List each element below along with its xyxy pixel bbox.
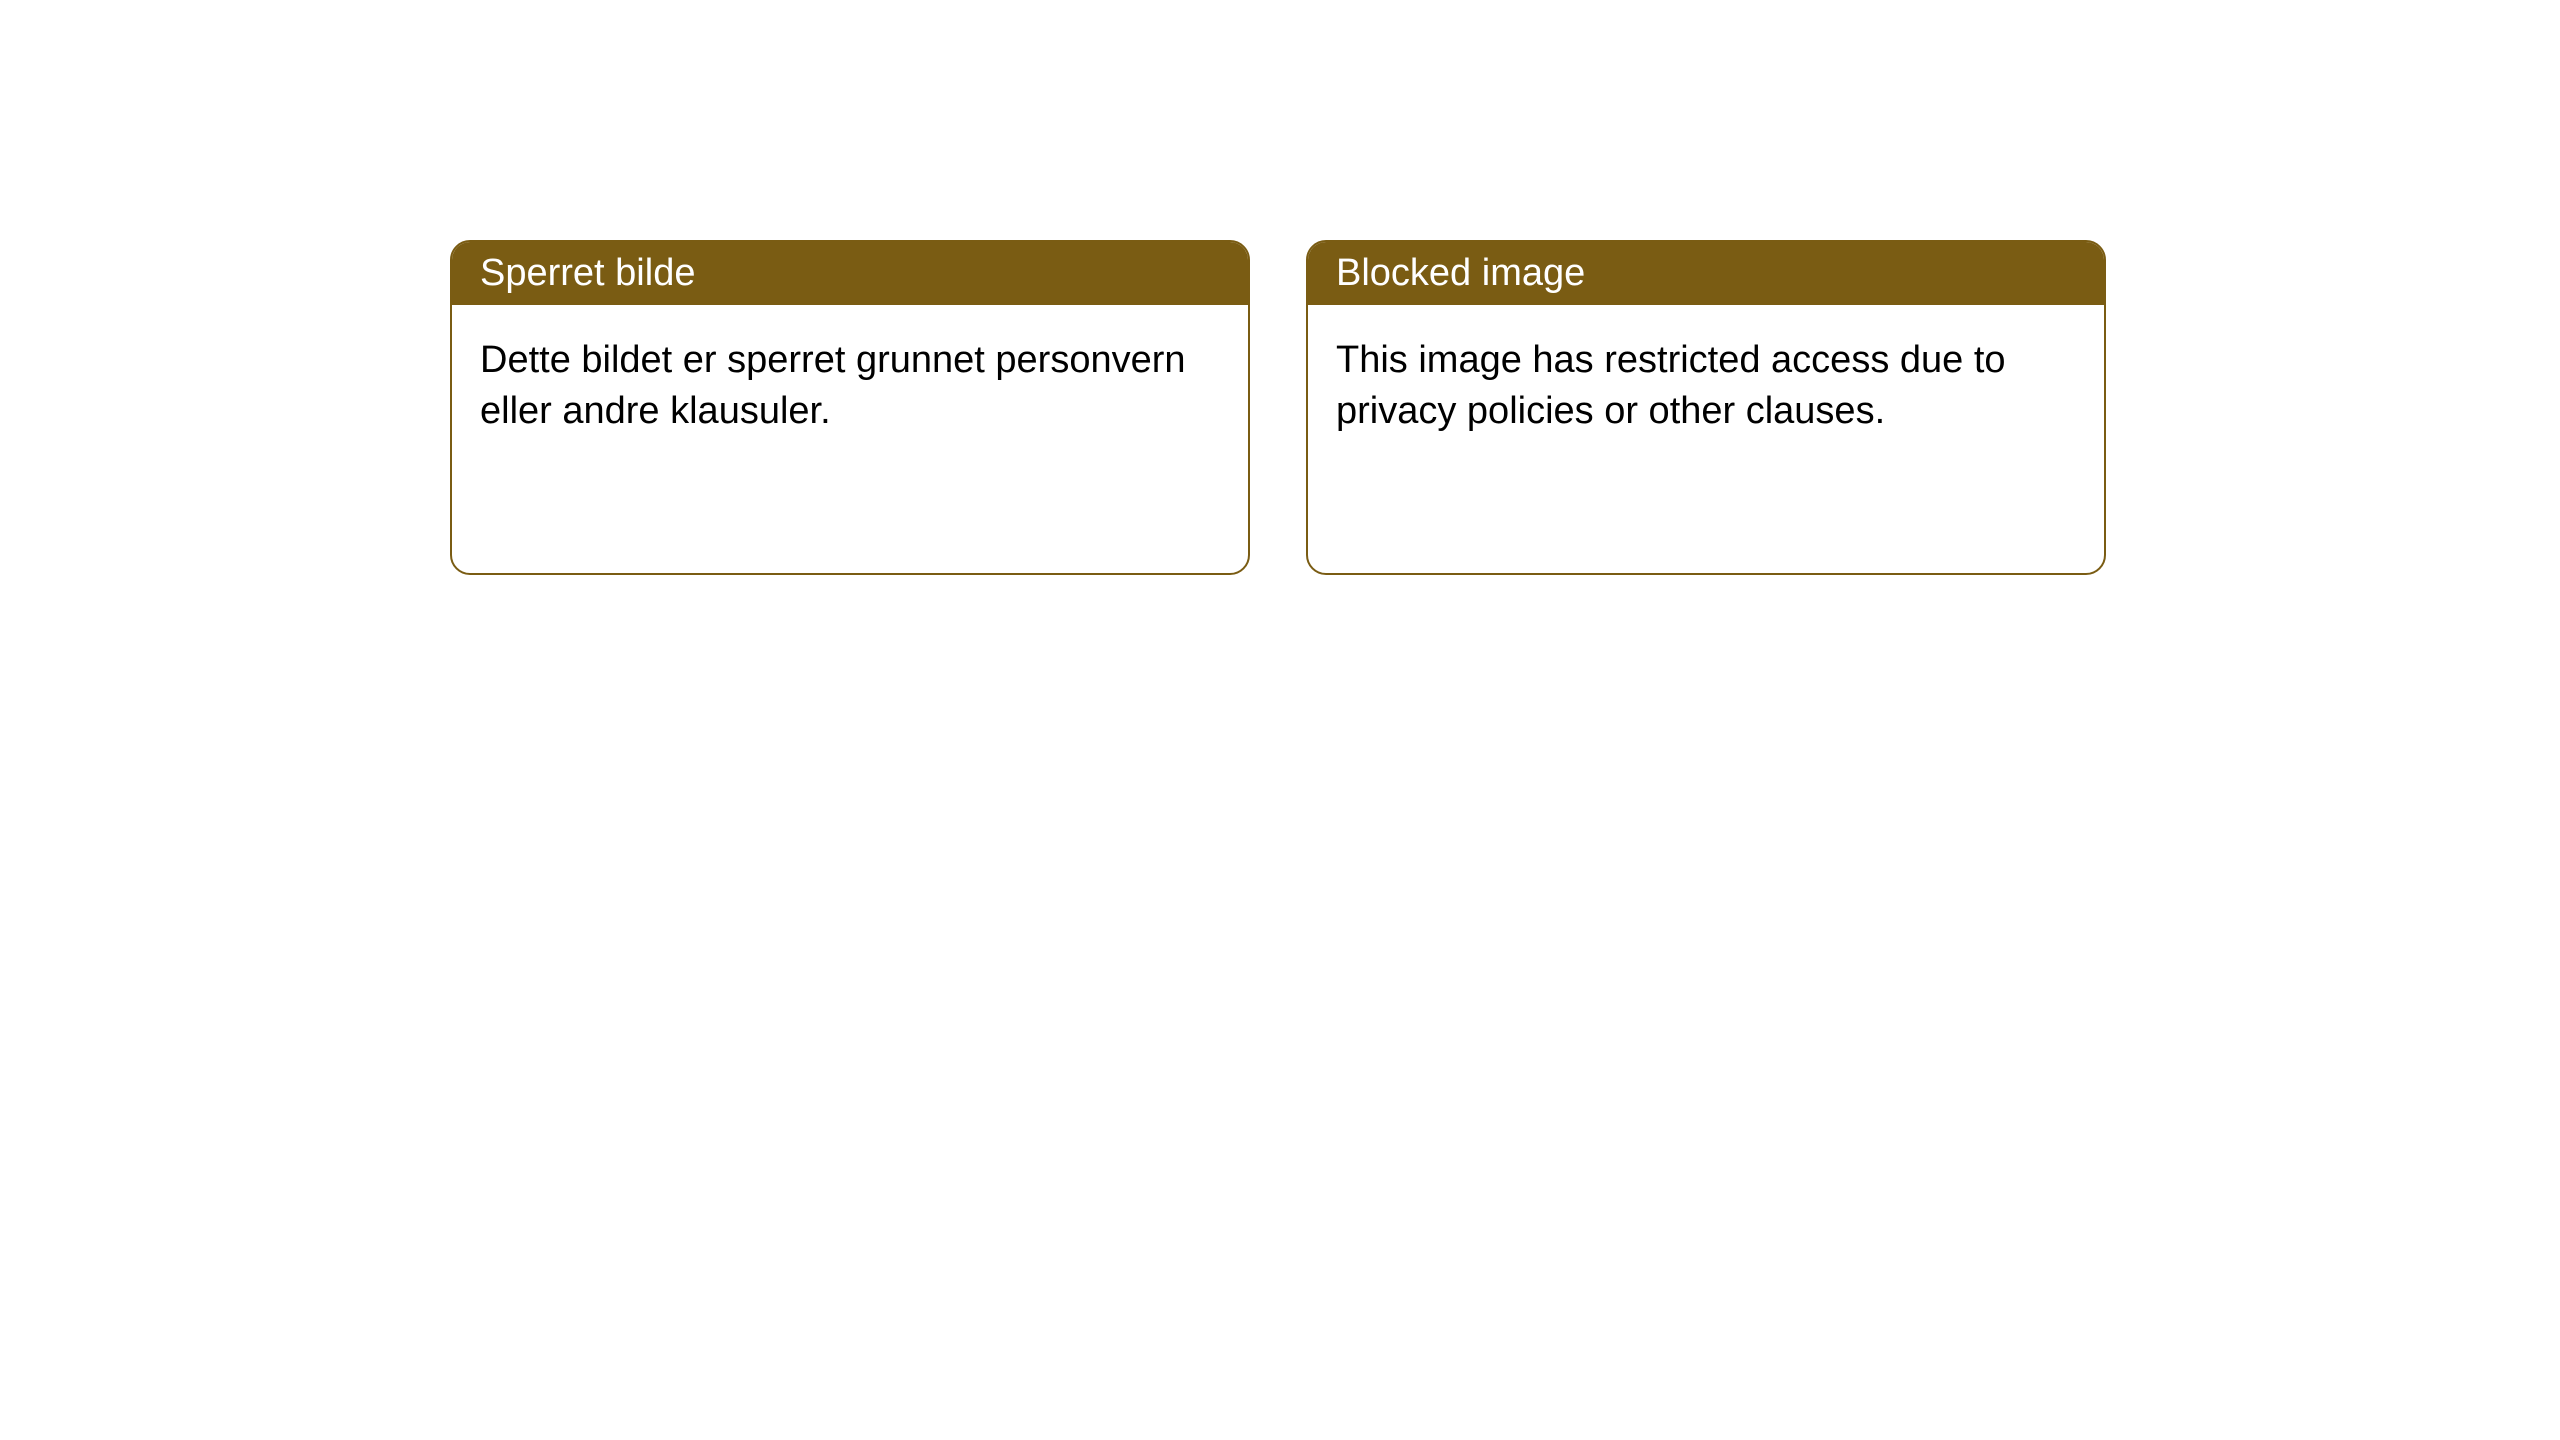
notice-container: Sperret bilde Dette bildet er sperret gr… xyxy=(0,0,2560,575)
notice-title-english: Blocked image xyxy=(1308,242,2104,305)
notice-title-norwegian: Sperret bilde xyxy=(452,242,1248,305)
notice-body-norwegian: Dette bildet er sperret grunnet personve… xyxy=(452,305,1248,468)
notice-card-english: Blocked image This image has restricted … xyxy=(1306,240,2106,575)
notice-card-norwegian: Sperret bilde Dette bildet er sperret gr… xyxy=(450,240,1250,575)
notice-body-english: This image has restricted access due to … xyxy=(1308,305,2104,468)
